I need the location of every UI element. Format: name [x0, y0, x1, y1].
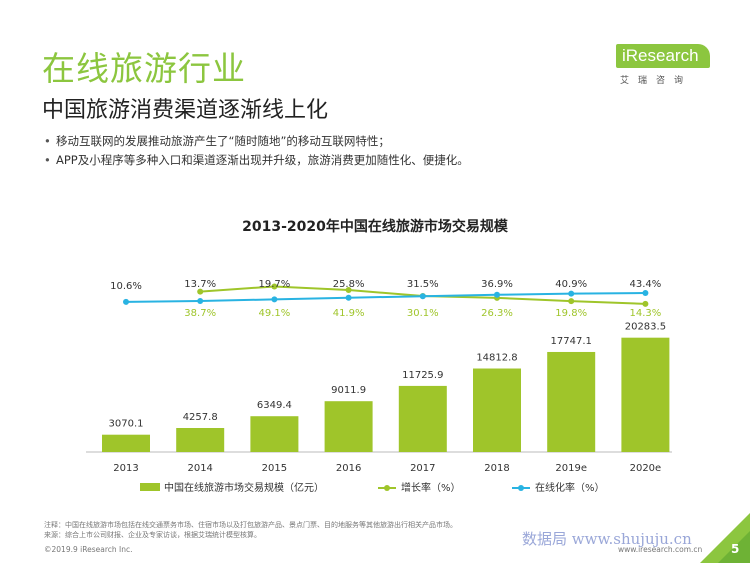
bar-label-2013: 3070.1	[109, 419, 144, 430]
bar-label-2017: 11725.9	[402, 370, 443, 381]
bar-label-2015: 6349.4	[257, 400, 292, 411]
online-label-2018: 36.9%	[481, 279, 513, 290]
x-tick-2014: 2014	[187, 463, 212, 474]
bar-label-2020e: 20283.5	[625, 322, 666, 333]
bar-2019e	[547, 351, 596, 452]
online-rate-line	[125, 292, 646, 303]
online-point-2014	[197, 298, 204, 305]
x-tick-2019e: 2019e	[555, 463, 587, 474]
growth-point-2015	[271, 283, 278, 290]
online-point-2020e	[642, 290, 649, 296]
page-number: 5	[731, 542, 740, 556]
bar-label-2019e: 17747.1	[551, 336, 592, 347]
page-subtitle: 中国旅游消费渠道逐渐线上化	[42, 98, 329, 123]
online-label-2016: 25.8%	[333, 279, 365, 290]
bar-label-2018: 14812.8	[476, 353, 517, 364]
legend-growth-dot	[384, 485, 390, 491]
x-tick-2015: 2015	[262, 463, 287, 474]
growth-point-2016	[345, 287, 352, 294]
logo-subtitle: 艾瑞咨询	[620, 76, 693, 86]
bullet-item: 移动互联网的发展推动旅游产生了“随时随地”的移动互联网特性；	[44, 132, 469, 151]
online-point-2018	[494, 291, 500, 298]
growth-label-2020e: 14.3%	[630, 308, 662, 319]
online-label-2017: 31.5%	[407, 279, 439, 290]
bar-2015	[250, 416, 299, 452]
x-tick-2016: 2016	[336, 463, 361, 474]
bar-2017	[398, 385, 447, 452]
growth-label-2019e: 19.8%	[555, 308, 587, 319]
online-label-2015: 19.7%	[259, 279, 291, 290]
bullet-item: APP及小程序等多种入口和渠道逐渐出现并升级，旅游消费更加随性化、便捷化。	[44, 151, 469, 170]
bar-label-2016: 9011.9	[331, 385, 366, 396]
x-tick-2017: 2017	[410, 463, 435, 474]
legend-online-dot	[518, 485, 524, 491]
online-point-2019e	[568, 290, 575, 297]
online-point-2017	[419, 293, 426, 300]
copyright: ©2019.9 iResearch Inc.	[44, 545, 133, 554]
growth-point-2020e	[642, 300, 649, 307]
growth-label-2018: 26.3%	[481, 308, 513, 319]
online-label-2013: 10.6%	[110, 281, 142, 292]
bar-2013	[102, 434, 150, 452]
online-point-2016	[345, 294, 352, 301]
online-label-2020e: 43.4%	[630, 279, 662, 290]
online-label-2014: 13.7%	[184, 279, 216, 290]
chart-title: 2013-2020年中国在线旅游市场交易规模	[242, 218, 509, 235]
bar-2018	[473, 368, 521, 452]
bar-2014	[176, 428, 225, 452]
logo-wordmark: iResearch	[616, 44, 710, 68]
legend-online-label: 在线化率（%）	[535, 481, 605, 494]
growth-point-2019e	[568, 298, 575, 305]
online-point-2015	[271, 296, 278, 303]
watermark: 数据局 www.shujuju.cn	[522, 530, 692, 548]
growth-point-2014	[197, 288, 204, 295]
legend-growth-label: 增长率（%）	[401, 481, 461, 494]
bullet-list: 移动互联网的发展推动旅游产生了“随时随地”的移动互联网特性； APP及小程序等多…	[44, 132, 469, 170]
x-tick-2020e: 2020e	[630, 463, 662, 474]
online-point-2013	[123, 298, 129, 305]
website-link[interactable]: www.iresearch.com.cn	[618, 545, 703, 554]
page-corner-decoration	[700, 513, 750, 563]
growth-label-2015: 49.1%	[259, 308, 291, 319]
legend-bar-swatch	[140, 483, 160, 491]
bar-2016	[324, 401, 373, 452]
online-label-2019e: 40.9%	[555, 279, 587, 290]
bar-label-2014: 4257.8	[183, 412, 218, 423]
bar-2020e	[621, 337, 670, 452]
x-tick-2013: 2013	[113, 463, 138, 474]
footer-note-line: 注释：中国在线旅游市场包括在线交通票务市场、住宿市场以及打包旅游产品、景点门票、…	[44, 521, 457, 529]
legend-bar-label: 中国在线旅游市场交易规模（亿元）	[164, 481, 324, 494]
iresearch-logo: iResearch 艾瑞咨询	[616, 44, 716, 88]
x-tick-2018: 2018	[484, 463, 509, 474]
footer-source-line: 来源：综合上市公司财报、企业及专家访谈，根据艾瑞统计模型核算。	[44, 531, 261, 539]
footer-notes: 注释：中国在线旅游市场包括在线交通票务市场、住宿市场以及打包旅游产品、景点门票、…	[44, 520, 457, 540]
growth-label-2017: 30.1%	[407, 308, 439, 319]
growth-label-2016: 41.9%	[333, 308, 365, 319]
section-title: 在线旅游行业	[42, 49, 246, 88]
growth-label-2014: 38.7%	[184, 308, 216, 319]
